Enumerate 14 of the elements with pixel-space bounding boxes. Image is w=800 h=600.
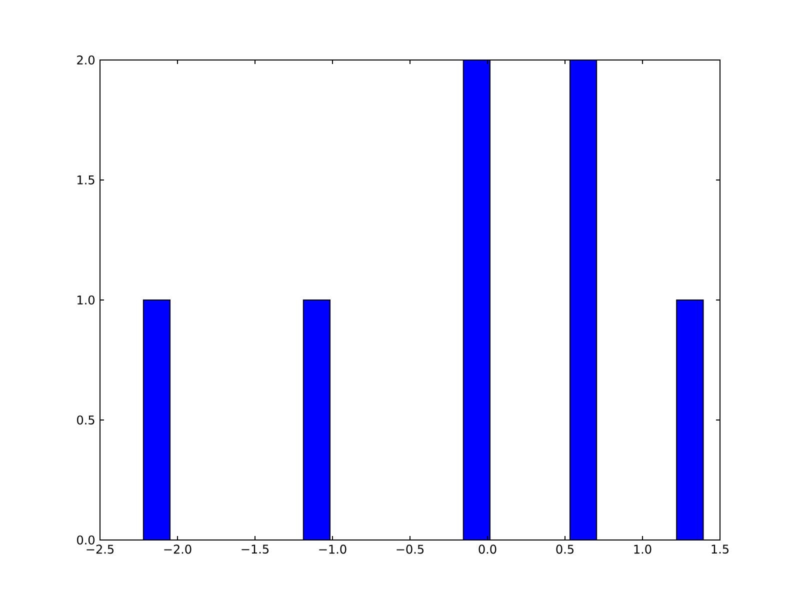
x-tick-label: −1.0 <box>319 544 346 554</box>
x-tick-label: 1.5 <box>712 544 728 554</box>
y-tick-label: 1.0 <box>78 295 95 305</box>
x-tick-label: −1.5 <box>242 544 269 554</box>
x-tick-label: −2.5 <box>86 544 114 554</box>
y-tick-label: 0.5 <box>77 415 94 425</box>
x-tick-label: −2.0 <box>164 544 192 554</box>
y-tick-label: 2.0 <box>77 55 95 65</box>
y-tick-label: 1.5 <box>78 176 94 184</box>
x-tick-label: 0.0 <box>478 544 496 554</box>
x-tick-label: 1.0 <box>634 544 652 554</box>
y-tick-label: 0.0 <box>77 535 95 545</box>
x-tick-label: −0.5 <box>396 544 424 554</box>
x-tick-label: 0.5 <box>556 544 574 554</box>
